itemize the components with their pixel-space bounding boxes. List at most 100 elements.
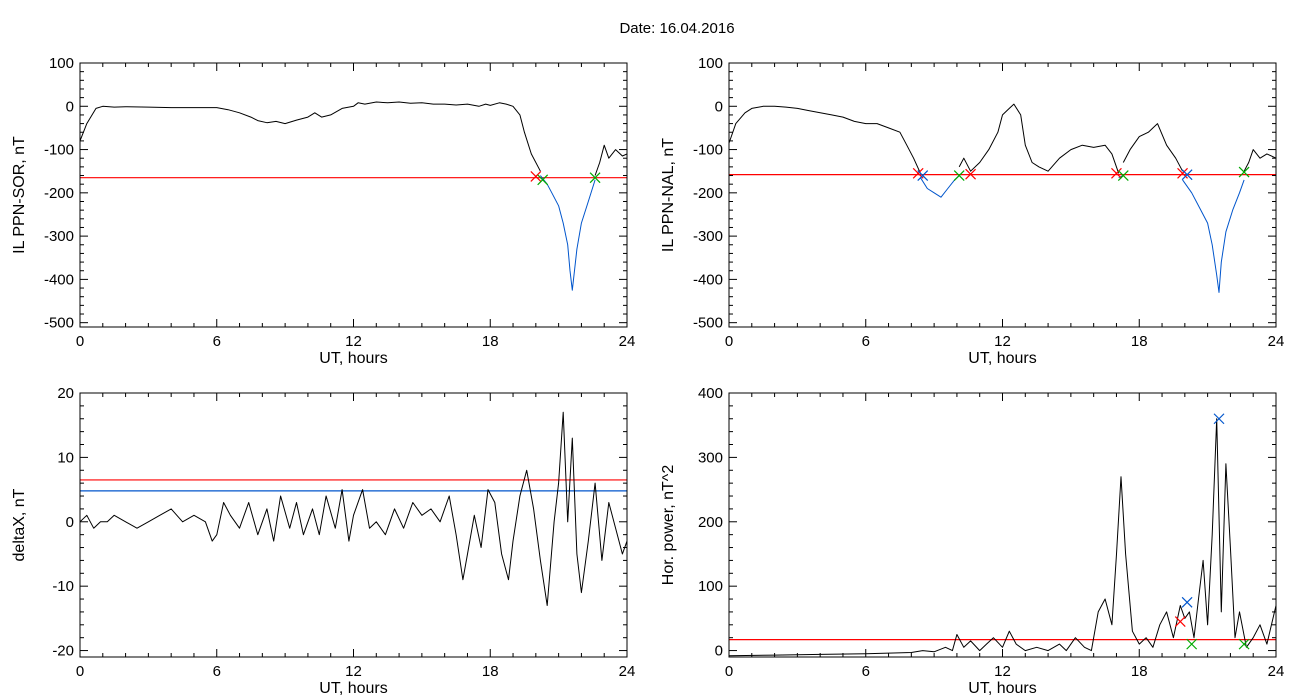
x-tick-label: 18 [482, 663, 499, 680]
cross-marker-stroke [1181, 169, 1193, 181]
cross-marker [1238, 166, 1250, 178]
cross-marker [530, 170, 542, 182]
cross-marker-stroke [1174, 616, 1186, 628]
x-tick-label: 24 [1268, 333, 1285, 350]
figure-title: Date: 16.04.2016 [619, 20, 734, 37]
plot-frame [728, 392, 1277, 658]
x-axis-label: UT, hours [319, 680, 387, 697]
cross-marker-stroke [537, 174, 549, 186]
series-group [729, 103, 1276, 293]
cross-marker-stroke [1238, 166, 1250, 178]
panel-il-ppn-nal: 0 6 12 18 24 -500 -400 -300 -200 -100 0 100 UT, hour… [660, 55, 1284, 367]
series-line [80, 411, 627, 606]
cross-marker [1111, 167, 1122, 179]
series-line [1122, 123, 1184, 172]
panel-il-ppn-sor: 0 6 12 18 24 -500 -400 -300 -200 -100 0 100 UT, hour… [11, 55, 635, 367]
cross-marker-stroke [1117, 170, 1129, 181]
x-tick-label: 12 [345, 333, 362, 350]
y-tick-label: -400 [693, 271, 723, 288]
series-group [80, 411, 627, 606]
cross-marker [953, 170, 965, 181]
cross-marker [1181, 596, 1193, 608]
cross-marker [1181, 169, 1193, 181]
y-axis-label: Hor. power, nT^2 [660, 465, 677, 586]
cross-marker-stroke [953, 170, 965, 181]
plot-frame [79, 62, 628, 328]
y-tick-label: -200 [693, 185, 723, 202]
series-line [594, 144, 627, 176]
x-tick-label: 18 [1131, 663, 1148, 680]
series-line [1182, 179, 1245, 293]
series-line [80, 101, 541, 172]
y-axis-label: deltaX, nT [11, 488, 28, 561]
cross-marker-stroke [917, 170, 929, 181]
y-tick-label: 300 [698, 449, 723, 466]
series-group [729, 418, 1276, 657]
y-tick-label: 100 [49, 55, 74, 72]
cross-marker-stroke [1177, 167, 1188, 179]
cross-marker [537, 174, 549, 186]
x-tick-label: 12 [994, 663, 1011, 680]
panel-hor-power: 0 6 12 18 24 0 100 200 300 400 UT, hours Hor. power… [660, 385, 1284, 697]
x-tick-label: 24 [619, 663, 636, 680]
x-tick-label: 0 [76, 333, 84, 350]
cross-marker [589, 172, 601, 184]
x-tick-label: 6 [862, 663, 870, 680]
y-tick-label: 20 [57, 385, 74, 402]
x-tick-label: 0 [725, 663, 733, 680]
cross-marker [1186, 638, 1198, 650]
plot-frame [728, 62, 1277, 328]
x-tick-label: 18 [1131, 333, 1148, 350]
x-tick-label: 24 [1268, 663, 1285, 680]
y-tick-label: -100 [44, 142, 74, 159]
y-tick-label: 100 [698, 578, 723, 595]
x-axis-label: UT, hours [968, 680, 1036, 697]
y-tick-label: -300 [693, 228, 723, 245]
y-tick-label: 0 [66, 98, 74, 115]
y-tick-label: 0 [66, 514, 74, 531]
y-tick-label: 200 [698, 514, 723, 531]
series-line [729, 418, 1276, 657]
cross-marker [965, 168, 977, 180]
series-line [1243, 149, 1276, 172]
cross-marker [1213, 413, 1225, 425]
y-axis-label: IL PPN-NAL, nT [660, 138, 677, 252]
series-group [80, 101, 627, 291]
x-tick-label: 6 [862, 333, 870, 350]
cross-marker-stroke [1111, 167, 1122, 179]
x-axis-label: UT, hours [968, 350, 1036, 367]
y-tick-label: -400 [44, 271, 74, 288]
cross-marker-stroke [589, 172, 601, 184]
series-line [729, 105, 921, 174]
cross-marker [1174, 616, 1186, 628]
cross-marker-stroke [1213, 413, 1225, 425]
cross-marker [1238, 638, 1250, 650]
x-tick-label: 6 [213, 663, 221, 680]
y-tick-label: 100 [698, 55, 723, 72]
series-line [540, 175, 596, 291]
x-tick-label: 12 [345, 663, 362, 680]
cross-marker [1117, 170, 1129, 181]
x-tick-label: 0 [76, 663, 84, 680]
x-tick-label: 24 [619, 333, 636, 350]
panel-deltax: 0 6 12 18 24 -20 -10 0 10 20 UT, hours deltaX, nT [11, 385, 635, 697]
y-tick-label: -500 [693, 315, 723, 332]
cross-marker [917, 170, 929, 181]
cross-marker-stroke [530, 170, 542, 182]
x-axis-label: UT, hours [319, 350, 387, 367]
x-tick-label: 6 [213, 333, 221, 350]
y-tick-label: 10 [57, 449, 74, 466]
cross-marker-stroke [1181, 596, 1193, 608]
y-tick-label: 400 [698, 385, 723, 402]
x-tick-label: 18 [482, 333, 499, 350]
y-tick-label: -300 [44, 228, 74, 245]
y-tick-label: -20 [52, 643, 74, 660]
cross-marker-stroke [1186, 638, 1198, 650]
y-tick-label: -200 [44, 185, 74, 202]
y-axis-label: IL PPN-SOR, nT [11, 136, 28, 254]
y-tick-label: -100 [693, 142, 723, 159]
y-tick-label: 0 [715, 98, 723, 115]
x-tick-label: 0 [725, 333, 733, 350]
